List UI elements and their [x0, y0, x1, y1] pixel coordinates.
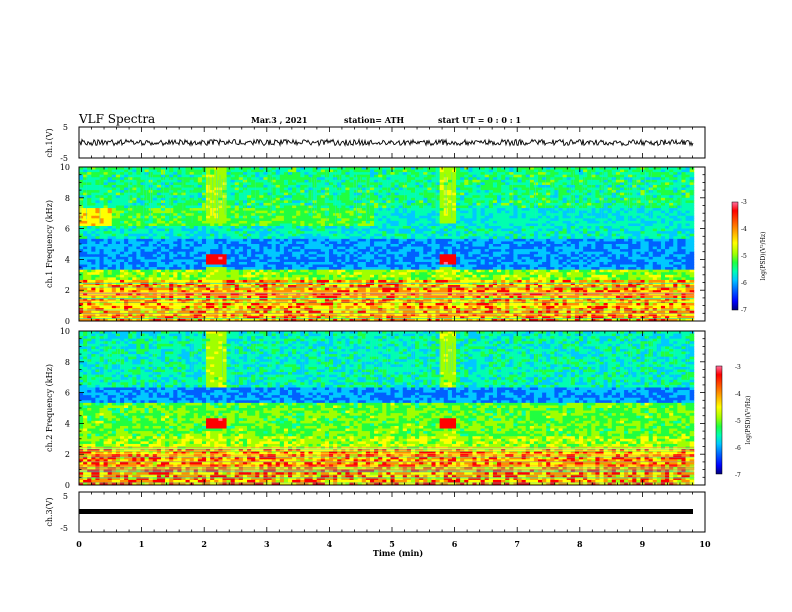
y-tick-label: 2 [65, 286, 70, 295]
colorbar-ch1-tick-6: -6 [741, 280, 747, 287]
ch3-waveform-ytick-bottom: -5 [60, 524, 68, 533]
y-tick-label: 4 [65, 255, 70, 264]
ch2-spectrogram-image [79, 331, 694, 485]
y-tick-label: 8 [65, 194, 70, 203]
x-tick-label: 3 [264, 539, 270, 549]
x-tick-label: 10 [699, 539, 711, 549]
figure-date: Mar.3 , 2021 [251, 115, 308, 125]
y-tick-label: 2 [65, 450, 70, 459]
colorbar-ch1-tick-3: -3 [741, 199, 747, 206]
figure-start-time: start UT = 0 : 0 : 1 [438, 115, 521, 125]
colorbar-ch2-tick-5: -5 [735, 418, 741, 425]
colorbar-ch2-label: log(PSD)(V²/Hz) [745, 396, 752, 445]
y-tick-label: 4 [65, 419, 70, 428]
colorbar-ch1-tick-5: -5 [741, 253, 747, 260]
colorbar-ch2-tick-4: -4 [735, 391, 741, 398]
colorbar-ch1-tick-4: -4 [741, 226, 747, 233]
x-tick-label: 7 [514, 539, 520, 549]
ch1-waveform-ytick-bottom: -5 [60, 154, 68, 163]
figure-title: VLF Spectra [78, 112, 155, 126]
x-tick-label: 2 [201, 539, 207, 549]
ch3-waveform-ytick-top: 5 [63, 492, 68, 501]
x-tick-label: 1 [139, 539, 145, 549]
y-tick-label: 8 [65, 358, 70, 367]
y-tick-label: 10 [60, 327, 70, 336]
ch1-waveform-ylabel: ch.1(V) [45, 128, 54, 157]
colorbar-ch2: -3 -4 -5 -6 -7 log(PSD)(V²/Hz) [716, 364, 752, 479]
ch1-spectrogram-ylabel: ch.1 Frequency (kHz) [45, 200, 54, 288]
x-tick-label: 6 [452, 539, 458, 549]
x-tick-label: 9 [640, 539, 646, 549]
colorbar-ch1-label: log(PSD)(V²/Hz) [760, 232, 767, 281]
colorbar-ch2-tick-3: -3 [735, 364, 741, 371]
ch1-waveform-panel: 5 -5 ch.1(V) [45, 123, 705, 163]
ch1-spectrogram-image [79, 167, 694, 321]
x-tick-label: 0 [76, 539, 82, 549]
y-tick-label: 6 [65, 389, 70, 398]
x-tick-label: 8 [577, 539, 583, 549]
y-tick-label: 6 [65, 225, 70, 234]
ch3-waveform-ylabel: ch.3(V) [45, 497, 54, 526]
y-tick-label: 0 [65, 317, 70, 326]
x-axis-label: Time (min) [373, 548, 423, 558]
ch1-spectrogram-panel: 0 2 4 6 8 10 ch.1 Frequency (kHz) [45, 163, 705, 326]
ch2-spectrogram-panel: 0 2 4 6 8 10 ch.2 Frequency (kHz) [45, 327, 705, 490]
ch3-waveform-panel: 5 -5 ch.3(V) [45, 492, 705, 533]
colorbar-ch2-tick-6: -6 [735, 445, 741, 452]
ch1-waveform-ytick-top: 5 [63, 123, 68, 132]
ch2-spectrogram-ylabel: ch.2 Frequency (kHz) [45, 364, 54, 452]
ch3-trace [79, 509, 693, 514]
figure-station: station= ATH [344, 115, 404, 125]
colorbar-ch2-tick-7: -7 [735, 472, 741, 479]
y-tick-label: 0 [65, 481, 70, 490]
y-tick-label: 10 [60, 163, 70, 172]
colorbar-ch1: -3 -4 -5 -6 -7 log(PSD)(V²/Hz) [732, 199, 767, 314]
colorbar-ch1-tick-7: -7 [741, 307, 747, 314]
x-tick-label: 4 [327, 539, 333, 549]
